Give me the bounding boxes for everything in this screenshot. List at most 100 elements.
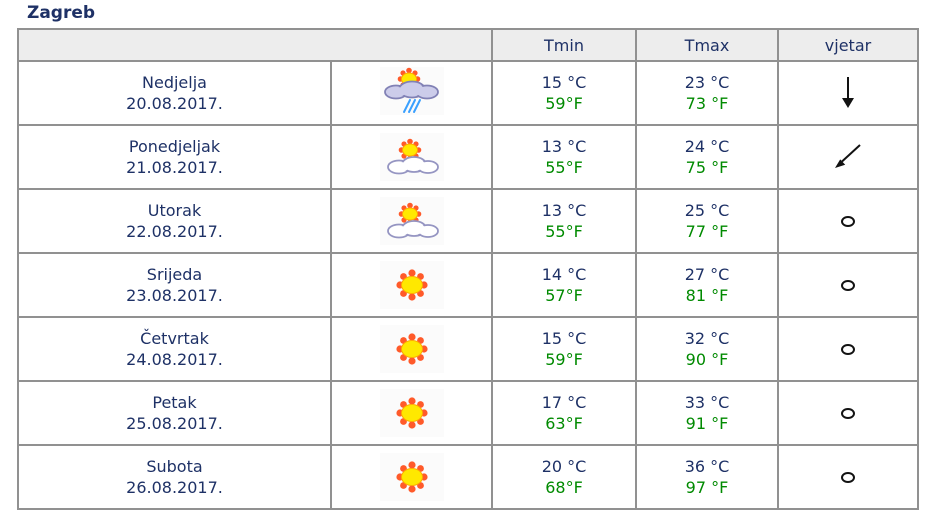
tmax-fahrenheit: 97 °F [685,478,729,497]
tmin-celsius: 15 °C [541,73,587,92]
sunny-icon [379,261,444,309]
tmax-fahrenheit: 73 °F [685,94,729,113]
header-wind: vjetar [777,28,919,62]
weather-cell [330,60,493,126]
day-name: Utorak [147,201,202,220]
tmax-fahrenheit: 75 °F [685,158,729,177]
tmax-fahrenheit: 91 °F [685,414,729,433]
day-name: Ponedjeljak [128,137,221,156]
page: Zagreb Tmin Tmax vjetar Nedjelja 20.08.2… [17,3,919,510]
wind-cell [777,124,919,190]
page-title: Zagreb [27,3,96,23]
tmax-cell: 33 °C 91 °F [635,380,779,446]
tmax-celsius: 32 °C [684,329,730,348]
calm-icon [830,331,866,367]
tmax-celsius: 25 °C [684,201,730,220]
sunny-icon [379,389,444,437]
forecast-row: Subota 26.08.2017. 20 °C 68°F 36 °C 97 [17,444,919,510]
day-cell: Petak 25.08.2017. [17,380,332,446]
tmax-celsius: 23 °C [684,73,730,92]
tmax-cell: 32 °C 90 °F [635,316,779,382]
tmax-fahrenheit: 81 °F [685,286,729,305]
weather-cell [330,444,493,510]
tmin-fahrenheit: 68°F [545,478,583,497]
tmin-cell: 14 °C 57°F [491,252,637,318]
sun-behind-cloud-icon [379,133,444,181]
forecast-row: Utorak 22.08.2017. 13 °C [17,188,919,254]
day-date: 26.08.2017. [126,478,223,497]
tmax-cell: 25 °C 77 °F [635,188,779,254]
day-cell: Utorak 22.08.2017. [17,188,332,254]
day-date: 21.08.2017. [126,158,223,177]
forecast-table: Tmin Tmax vjetar Nedjelja 20.08.2017. [17,28,919,510]
day-cell: Subota 26.08.2017. [17,444,332,510]
tmax-fahrenheit: 77 °F [685,222,729,241]
weather-cell [330,252,493,318]
forecast-row: Petak 25.08.2017. 17 °C 63°F 33 °C 91 ° [17,380,919,446]
tmax-celsius: 36 °C [684,457,730,476]
tmin-cell: 13 °C 55°F [491,124,637,190]
tmin-cell: 20 °C 68°F [491,444,637,510]
header-tmin: Tmin [491,28,637,62]
forecast-row: Srijeda 23.08.2017. 14 °C 57°F 27 °C 81 [17,252,919,318]
tmin-fahrenheit: 59°F [545,94,583,113]
wind-cell [777,316,919,382]
day-cell: Ponedjeljak 21.08.2017. [17,124,332,190]
tmax-celsius: 33 °C [684,393,730,412]
sunny-icon [379,325,444,373]
day-name: Subota [146,457,203,476]
day-date: 23.08.2017. [126,286,223,305]
tmin-celsius: 15 °C [541,329,587,348]
day-name: Nedjelja [142,73,207,92]
tmin-cell: 15 °C 59°F [491,60,637,126]
weather-cell [330,124,493,190]
day-name: Četvrtak [140,329,209,348]
day-date: 24.08.2017. [126,350,223,369]
wind-cell [777,60,919,126]
day-date: 20.08.2017. [126,94,223,113]
day-cell: Nedjelja 20.08.2017. [17,60,332,126]
sunny-icon [379,453,444,501]
calm-icon [830,203,866,239]
tmin-fahrenheit: 63°F [545,414,583,433]
tmax-celsius: 24 °C [684,137,730,156]
weather-cell [330,188,493,254]
day-cell: Srijeda 23.08.2017. [17,252,332,318]
calm-icon [830,395,866,431]
day-date: 22.08.2017. [126,222,223,241]
arrow-southwest-icon [830,139,866,175]
wind-cell [777,188,919,254]
day-name: Petak [152,393,197,412]
tmin-cell: 15 °C 59°F [491,316,637,382]
header-row: Tmin Tmax vjetar [17,28,919,62]
sun-cloud-rain-icon [379,67,444,115]
weather-cell [330,316,493,382]
tmax-cell: 36 °C 97 °F [635,444,779,510]
calm-icon [830,459,866,495]
wind-cell [777,380,919,446]
arrow-down-icon [830,74,866,110]
tmax-celsius: 27 °C [684,265,730,284]
header-tmax: Tmax [635,28,779,62]
sun-behind-cloud-icon [379,197,444,245]
tmin-celsius: 14 °C [541,265,587,284]
tmin-celsius: 13 °C [541,201,587,220]
tmax-cell: 27 °C 81 °F [635,252,779,318]
wind-cell [777,252,919,318]
tmin-fahrenheit: 55°F [545,158,583,177]
tmin-celsius: 20 °C [541,457,587,476]
forecast-row: Nedjelja 20.08.2017. [17,60,919,126]
tmin-fahrenheit: 59°F [545,350,583,369]
day-cell: Četvrtak 24.08.2017. [17,316,332,382]
tmin-cell: 17 °C 63°F [491,380,637,446]
tmin-fahrenheit: 57°F [545,286,583,305]
tmax-cell: 23 °C 73 °F [635,60,779,126]
day-date: 25.08.2017. [126,414,223,433]
weather-cell [330,380,493,446]
day-name: Srijeda [146,265,203,284]
wind-cell [777,444,919,510]
tmax-cell: 24 °C 75 °F [635,124,779,190]
tmin-cell: 13 °C 55°F [491,188,637,254]
forecast-row: Četvrtak 24.08.2017. 15 °C 59°F 32 °C 9 [17,316,919,382]
calm-icon [830,267,866,303]
